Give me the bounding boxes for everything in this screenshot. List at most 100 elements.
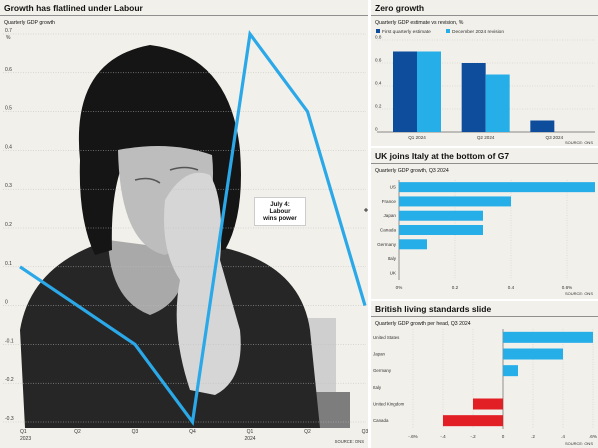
x-tick-label: 0 (502, 434, 505, 439)
g7-bar-chart: 0% 0.2 0.4 0.6% US France Japan Canada Germany It… (377, 180, 595, 296)
bar-japan (399, 210, 483, 221)
category-label: Italy (373, 385, 382, 390)
labour-win-callout: July 4: Labour wins power (254, 197, 306, 226)
y-tick-label: -0.2 (5, 377, 14, 383)
living-standards-title: British living standards slide (375, 304, 492, 314)
main-line-chart: %-0.3-0.2-0.100.10.20.30.40.50.60.7 Q120… (3, 28, 368, 444)
x-tick-label: 0% (396, 285, 403, 290)
x-tick-label: -.6% (408, 434, 417, 439)
living-standards-bar-chart: -.6% -.4 -.2 0 .2 .4 .6% United States Japan Germ… (373, 329, 597, 446)
title-rule (0, 15, 368, 16)
y-tick-label: 0.4 (375, 81, 382, 86)
x-tick-label: 0.2 (452, 285, 459, 290)
bar-france (399, 196, 511, 207)
x-tick-label: .6% (589, 434, 597, 439)
g7-panel: UK joins Italy at the bottom of G7 Quart… (371, 148, 598, 299)
bar-united-states (503, 331, 593, 343)
zero-growth-subtitle: Quarterly GDP estimate vs revision, % (375, 20, 464, 26)
x-tick-label: Q3 (132, 429, 139, 435)
bar-q2-2024-1 (485, 74, 510, 132)
x-tick-label: -.4 (440, 434, 446, 439)
y-tick-label: 0.2 (5, 222, 12, 228)
y-tick-label: 0.7 (5, 28, 12, 34)
y-tick-label: 0 (375, 127, 378, 132)
bar-germany (503, 365, 518, 377)
bar-canada (443, 415, 503, 427)
g7-title: UK joins Italy at the bottom of G7 (375, 151, 510, 161)
living-standards-panel: British living standards slide Quarterly… (371, 301, 598, 448)
y-tick-label: 0.1 (5, 261, 12, 267)
x-tick-label: Q4 (189, 429, 196, 435)
y-tick-label: 0.6 (5, 67, 12, 73)
bar-japan (503, 348, 563, 360)
x-tick-label: Q1 (247, 429, 254, 435)
living-standards-subtitle: Quarterly GDP growth per head, Q3 2024 (375, 321, 471, 327)
photo-illustration (20, 45, 350, 428)
x-year-label: 2024 (244, 436, 255, 442)
x-tick-label: Q2 2024 (477, 135, 495, 140)
callout-line-3: wins power (263, 215, 297, 222)
x-year-label: 2023 (20, 436, 31, 442)
category-label: Germany (377, 242, 397, 247)
x-tick-label: .2 (531, 434, 535, 439)
bar-q1-2024-0 (393, 51, 417, 132)
gdp-growth-line (19, 29, 367, 427)
y-unit-label: % (6, 35, 11, 41)
zero-growth-panel: Zero growth Quarterly GDP estimate vs re… (371, 0, 598, 146)
x-tick-label: Q2 (304, 429, 311, 435)
category-label: United States (373, 335, 400, 340)
category-label: UK (390, 270, 397, 275)
category-label: Japan (383, 213, 396, 218)
legend-swatch (376, 29, 380, 33)
bar-us (399, 182, 595, 193)
y-tick-label: 0.6 (375, 58, 382, 63)
category-label: Canada (380, 228, 397, 233)
main-chart-title: Growth has flatlined under Labour (4, 3, 143, 13)
zero-growth-title: Zero growth (375, 3, 425, 13)
bar-germany (399, 239, 427, 250)
source-label: SOURCE: ONS (565, 140, 593, 145)
legend-label: December 2024 revision (452, 29, 504, 35)
category-label: Germany (373, 368, 392, 373)
category-label: Canada (373, 418, 389, 423)
main-chart-panel: Growth has flatlined under Labour Quarte… (0, 0, 368, 448)
x-tick-label: Q2 (74, 429, 81, 435)
title-rule (371, 316, 598, 317)
x-tick-label: 0.4 (508, 285, 515, 290)
bar-q1-2024-1 (417, 51, 441, 132)
zero-growth-bar-chart: First quarterly estimate December 2024 re… (375, 29, 595, 145)
y-tick-label: 0.4 (5, 144, 12, 150)
source-label: SOURCE: ONS (335, 439, 365, 444)
x-tick-label: Q1 (20, 429, 27, 435)
bar-canada (399, 225, 483, 235)
title-rule (371, 15, 598, 16)
x-tick-label: .4 (561, 434, 565, 439)
bar-q3-2024-0 (530, 120, 555, 132)
x-tick-label: 0.6% (562, 285, 572, 290)
main-chart-subtitle: Quarterly GDP growth (4, 20, 55, 26)
y-tick-label: 0.2 (375, 104, 382, 109)
legend-label: First quarterly estimate (382, 29, 431, 35)
y-tick-label: 0.5 (5, 106, 12, 112)
source-label: SOURCE: ONS (565, 291, 593, 296)
bar-q2-2024-0 (461, 63, 486, 132)
x-tick-label: Q3 2024 (546, 135, 564, 140)
category-label: Japan (373, 352, 386, 357)
bar-united-kingdom (473, 398, 503, 410)
source-label: SOURCE: ONS (565, 441, 593, 446)
category-label: France (382, 199, 397, 204)
y-tick-label: 0 (5, 300, 8, 306)
legend-swatch (446, 29, 450, 33)
x-tick-label: -.2 (470, 434, 476, 439)
y-tick-label: 0.8 (375, 35, 382, 40)
x-tick-label: Q3 (362, 429, 368, 435)
g7-subtitle: Quarterly GDP growth, Q3 2024 (375, 168, 449, 174)
y-tick-label: -0.3 (5, 416, 14, 422)
category-label: Italy (388, 256, 397, 261)
category-label: United Kingdom (373, 402, 405, 407)
y-tick-label: -0.1 (5, 338, 14, 344)
category-label: US (390, 185, 396, 190)
callout-line-1: July 4: (270, 201, 290, 208)
title-rule (371, 163, 598, 164)
y-tick-label: 0.3 (5, 183, 12, 189)
